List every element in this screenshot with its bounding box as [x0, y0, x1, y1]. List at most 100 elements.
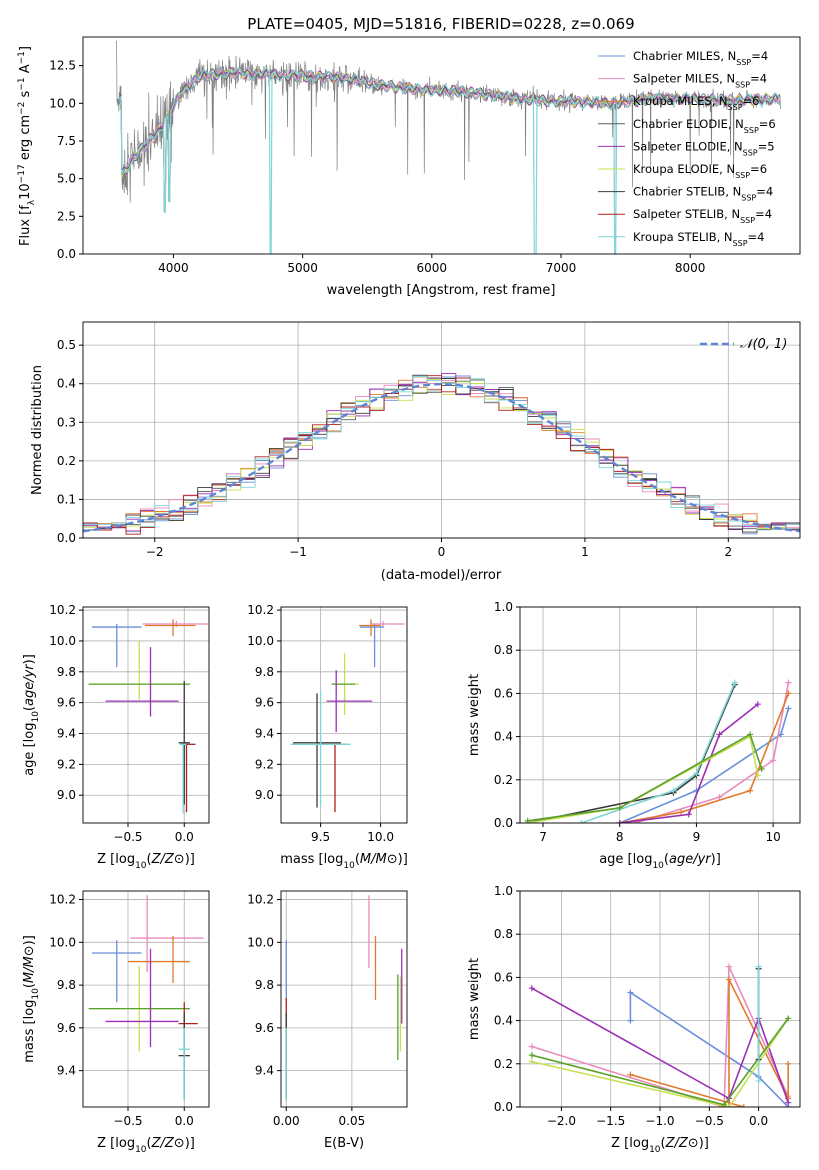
tick-label-y: 1.0 [494, 884, 513, 898]
label-part: 10 [31, 988, 41, 1000]
ylabel-part: erg cm [18, 115, 33, 164]
residuals-histograms [83, 373, 800, 535]
label-part: )] [22, 935, 37, 945]
legend-label: Salpeter MILES, NSSP=4 [633, 72, 767, 90]
series-marker [716, 731, 723, 738]
label-part: ( [355, 852, 360, 867]
tick-label-x: 9.5 [311, 830, 330, 844]
legend-n: =6 [750, 162, 767, 176]
mass-vs-z-panel: −0.5 0.09.49.69.810.010.2Z [log10(Z/Z⊙)]m… [22, 890, 210, 1155]
tick-label-y: 9.8 [57, 978, 76, 992]
series-marker [785, 1099, 792, 1106]
panel-frame [82, 890, 210, 1108]
x-axis-label: Z [log10(Z/Z⊙)] [97, 852, 195, 871]
tick-label-y: 5.0 [57, 172, 76, 186]
label-part: M/M⊙ [360, 852, 398, 867]
label-part: mass [log [280, 852, 343, 867]
series-marker [731, 679, 738, 686]
series-marker [616, 820, 623, 823]
spectrum-panel: PLATE=0405, MJD=51816, FIBERID=0228, z=0… [17, 15, 801, 298]
y-axis-label: mass weight [467, 958, 482, 1040]
tick-label-y: 10.2 [247, 603, 274, 617]
ylabel-part: Flux [f [18, 205, 33, 246]
tick-label-y: 10.2 [247, 893, 274, 907]
tick-label-x: −0.5 [113, 830, 142, 844]
y-axis-label: mass weight [467, 674, 482, 756]
label-part: age [log [22, 723, 37, 776]
series-marker [627, 1071, 634, 1078]
tick-label-x: 10.0 [367, 830, 394, 844]
ylabel-part: ] [18, 46, 33, 51]
model-spectrum-salpeter_elodie [119, 66, 781, 213]
tick-label-y: 9.4 [57, 727, 76, 741]
tick-label-x: 0.0 [749, 1114, 768, 1128]
age-vs-mass-panel: 9.5 10.0 9.0 9.2 9.4 9.6 9.8 10.0 10.2 mass [log1… [247, 603, 408, 871]
tick-label-y: 0.4 [494, 730, 513, 744]
series-marker [627, 989, 634, 996]
tick-label-y: 0.4 [57, 377, 76, 391]
series-marker [740, 1104, 747, 1107]
series-marker [758, 766, 765, 772]
spectrum-ylabel: Flux [fλ10−17 erg cm−2 s−1 A−1] [17, 46, 37, 246]
tick-label-y: 9.4 [57, 1064, 76, 1078]
ylabel-part: −1 [17, 77, 27, 90]
tick-label-y: 9.4 [255, 1064, 274, 1078]
tick-label-y: 9.2 [255, 757, 274, 771]
legend-sub: SSP [741, 193, 756, 202]
spectrum-xlabel: wavelength [Angstrom, rest frame] [327, 283, 556, 298]
tick-label-x: 7000 [546, 261, 577, 275]
series-marker [528, 1043, 535, 1050]
legend-text: Salpeter MILES, N [633, 72, 735, 86]
label-part: M/M⊙ [22, 945, 37, 983]
tick-label-y: 0.8 [494, 927, 513, 941]
legend-sub: SSP [728, 103, 743, 112]
series-marker [693, 770, 700, 777]
legend-text: Chabrier ELODIE, N [633, 117, 744, 131]
series-marker [726, 976, 733, 983]
ylabel-part: −17 [17, 164, 27, 183]
tick-label-y: 0.8 [494, 643, 513, 657]
label-part: ( [22, 983, 37, 988]
tick-label-y: 7.5 [57, 134, 76, 148]
tick-label-x: 2 [724, 545, 732, 559]
panel-clip [285, 895, 403, 1101]
series-marker [726, 963, 733, 970]
series-marker [785, 690, 792, 697]
tick-label-y: 9.0 [255, 788, 274, 802]
series-marker [726, 1104, 733, 1107]
tick-label-y: 10.2 [49, 893, 76, 907]
tick-label-y: 0.0 [57, 247, 76, 261]
tick-label-x: −1 [289, 545, 307, 559]
series-marker [685, 811, 692, 818]
tick-label-y: 9.2 [57, 757, 76, 771]
label-part: Z [log [97, 852, 135, 867]
panel-clip [290, 619, 405, 813]
tick-label-y: 12.5 [49, 59, 76, 73]
legend-text: Chabrier STELIB, N [633, 185, 741, 199]
tick-label-y: 0.2 [494, 1057, 513, 1071]
label-part: 10 [652, 861, 664, 871]
label-part: mass [log [22, 1000, 37, 1063]
label-part: ( [147, 1136, 152, 1151]
mass-weight-vs-z-panel: −2.0 −1.5 −1.0 −0.5 0.0 0.0 0.2 0.4 0.6 0.8 1.0 Z [… [467, 884, 801, 1155]
legend-sub: SSP [736, 58, 751, 67]
residuals-legend-label: 𝒩(0, 1) [740, 337, 787, 352]
tick-label-x: 7 [539, 830, 547, 844]
panel-clip [524, 679, 792, 823]
legend-label: Kroupa MILES, NSSP=6 [633, 94, 759, 112]
series-line [527, 735, 759, 823]
model-spectrum-chabrier_miles [118, 66, 781, 213]
series-line [619, 693, 790, 823]
legend-n: =6 [759, 117, 776, 131]
legend-n: =4 [751, 49, 768, 63]
tick-label-y: 10.0 [49, 935, 76, 949]
model-spectrum-kroupa_elodie [118, 67, 781, 213]
series-marker [785, 705, 792, 712]
spectrum-title: PLATE=0405, MJD=51816, FIBERID=0228, z=0… [247, 15, 634, 33]
series-line [629, 991, 789, 1107]
legend-n: =4 [755, 207, 772, 221]
panel-frame [519, 606, 801, 824]
spectrum-clip [116, 40, 781, 254]
